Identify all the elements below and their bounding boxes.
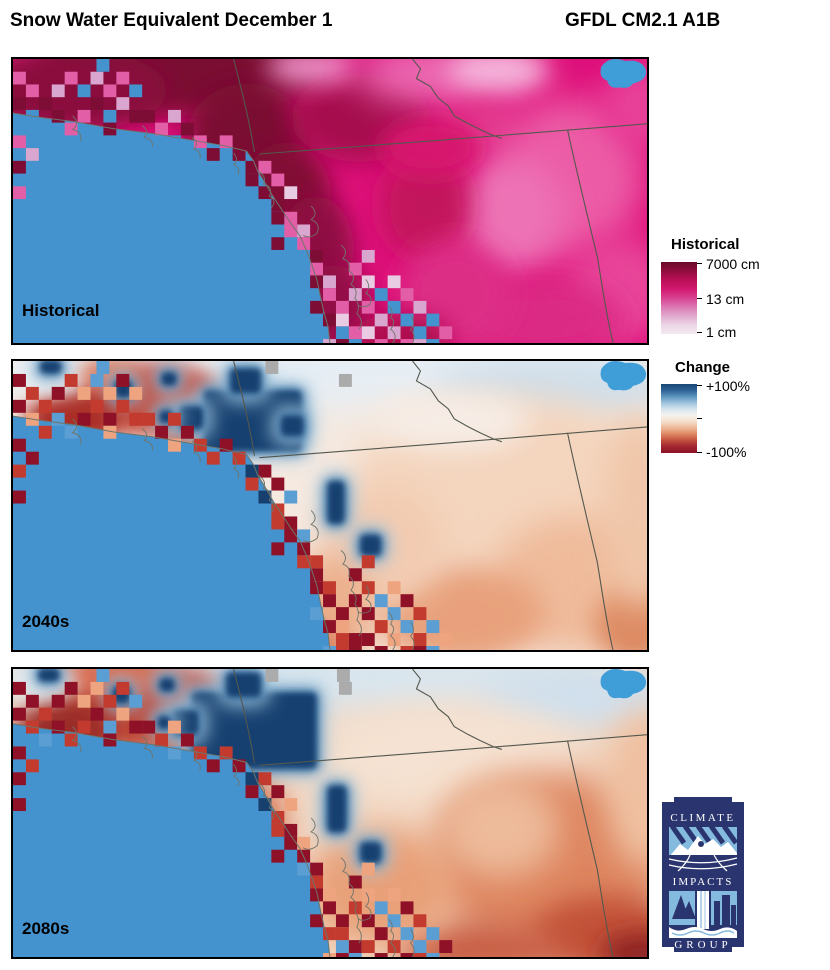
map-canvas [13, 59, 647, 343]
legend-label-minus100: -100% [706, 444, 747, 460]
legend-label-7000cm: 7000 cm [706, 256, 760, 272]
legend-historical-colorbar [661, 262, 697, 334]
map-panel-historical: Historical [11, 57, 649, 345]
logo-graphic: CLIMATE IMPACTS [662, 797, 744, 952]
panel-label-2040s: 2040s [22, 612, 70, 631]
legend-change-title: Change [675, 359, 731, 376]
climate-impacts-group-logo: CLIMATE IMPACTS [658, 797, 748, 952]
map-canvas [13, 361, 647, 650]
map-panel-2040s: 2040s [11, 359, 649, 652]
legend-label-1cm: 1 cm [706, 324, 737, 340]
legend-tick [697, 452, 702, 453]
legend-tick [697, 385, 702, 386]
legend-tick [697, 332, 702, 333]
panel-label-2080s: 2080s [22, 919, 70, 938]
panel-label-historical: Historical [22, 301, 100, 320]
model-scenario-title: GFDL CM2.1 A1B [565, 10, 721, 31]
map-panel-2080s: 2080s [11, 667, 649, 959]
logo-line-group: GROUP [674, 939, 731, 951]
legend-change-colorbar [661, 384, 697, 453]
legend-tick [697, 298, 702, 299]
legend-label-13cm: 13 cm [706, 291, 745, 307]
legend-label-plus100: +100% [706, 378, 750, 394]
legend-tick [697, 263, 702, 264]
figure-title: Snow Water Equivalent December 1 [10, 10, 333, 31]
logo-line-impacts: IMPACTS [673, 876, 734, 888]
legend-historical-title: Historical [671, 236, 740, 253]
map-canvas [13, 669, 647, 957]
legend-tick [697, 418, 702, 419]
logo-line-climate: CLIMATE [670, 812, 735, 824]
